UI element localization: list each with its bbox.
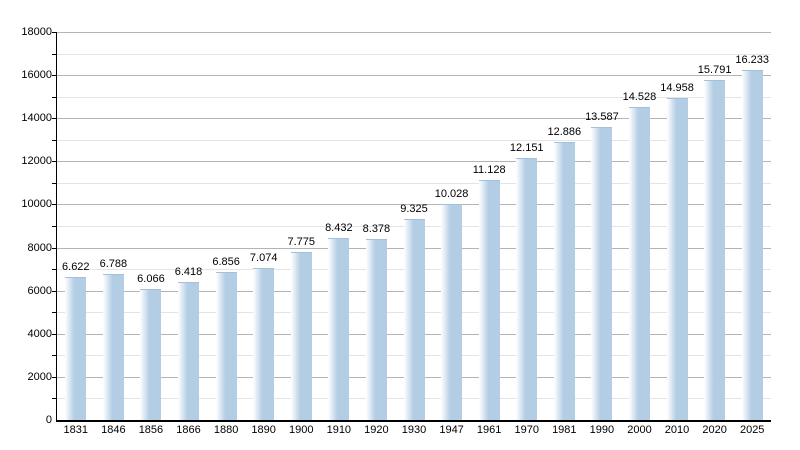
bar-value-label: 8.378 [362, 223, 391, 236]
x-axis-label: 1900 [289, 424, 314, 436]
bar-value-label: 7.074 [249, 251, 278, 264]
y-axis-tick [52, 247, 57, 249]
x-axis-label: 2010 [664, 424, 690, 436]
x-axis-label: 1846 [101, 424, 126, 436]
bar-value-label: 6.856 [212, 256, 240, 269]
y-gridline-minor [57, 139, 771, 141]
y-axis-tick [52, 312, 57, 314]
x-axis-line [55, 420, 771, 422]
y-axis-tick [52, 204, 57, 206]
y-axis-tick [52, 398, 57, 400]
bar [178, 281, 200, 421]
bar-value-label: 13.587 [585, 111, 619, 124]
x-axis-label: 2020 [702, 424, 727, 436]
bar [365, 239, 387, 421]
bar-value-label: 16.233 [735, 54, 770, 67]
y-gridline-major [57, 32, 771, 33]
y-axis-label: 4000 [27, 327, 52, 340]
y-gridline-minor [57, 96, 771, 98]
y-gridline-major [57, 118, 771, 120]
y-axis-tick [52, 32, 57, 33]
x-axis-label: 1866 [176, 424, 201, 436]
bar-value-label: 9.325 [400, 202, 428, 215]
bar [290, 252, 312, 421]
bar-value-label: 15.791 [697, 63, 732, 76]
bar [441, 203, 463, 421]
x-axis-label: 1981 [552, 424, 577, 436]
bar [741, 70, 763, 421]
bar [478, 180, 500, 421]
y-axis-label: 0 [45, 414, 52, 426]
y-axis-label: 2000 [27, 370, 52, 383]
x-axis-label: 1970 [514, 424, 539, 436]
x-axis-label: 1880 [213, 424, 239, 436]
x-axis-label: 2000 [627, 424, 652, 436]
x-axis-label: 1947 [439, 424, 464, 436]
y-axis-tick [52, 139, 57, 141]
y-axis-tick [52, 355, 57, 357]
y-axis-label: 16000 [21, 69, 52, 82]
y-axis-tick [52, 269, 57, 271]
y-axis-tick [52, 53, 57, 55]
y-axis-tick [52, 226, 57, 227]
y-axis-tick [52, 96, 57, 98]
y-axis-tick [52, 376, 57, 378]
y-gridline-minor [57, 53, 771, 55]
bar [553, 142, 575, 421]
bar-value-label: 7.775 [287, 236, 316, 249]
x-axis-label: 1990 [589, 424, 615, 436]
bar [516, 158, 538, 421]
x-axis-label: 1961 [476, 424, 502, 436]
bar [403, 218, 425, 421]
bar-value-label: 6.066 [137, 273, 165, 286]
x-axis-label: 1856 [138, 424, 164, 436]
bar [666, 97, 688, 421]
x-axis-label: 1831 [63, 424, 89, 436]
bar-value-label: 14.958 [660, 81, 694, 94]
bar [140, 289, 162, 421]
x-axis-label: 1920 [364, 424, 389, 436]
y-gridline-major [57, 75, 771, 77]
x-axis-label: 1890 [251, 424, 276, 436]
bar [253, 267, 275, 421]
bar-value-label: 11.128 [472, 164, 506, 177]
y-axis-label: 8000 [27, 241, 52, 254]
x-axis-label: 1910 [326, 424, 352, 436]
y-axis-line [55, 32, 57, 422]
bar-value-label: 10.028 [434, 187, 469, 200]
bar [102, 273, 124, 421]
y-gridline-major [57, 204, 771, 206]
y-axis-tick [52, 290, 57, 292]
y-axis-tick [52, 161, 57, 163]
x-axis-label: 2025 [739, 424, 765, 436]
bar-value-label: 6.418 [174, 265, 203, 278]
y-axis-label: 14000 [21, 112, 52, 125]
bar [591, 127, 613, 421]
bar [215, 272, 237, 421]
bar [704, 79, 726, 421]
y-axis-label: 12000 [21, 155, 52, 168]
y-axis-tick [52, 75, 57, 77]
bar [328, 238, 350, 421]
bar-value-label: 6.788 [99, 257, 128, 270]
bar [65, 277, 87, 421]
y-axis-tick [52, 118, 57, 120]
bar [628, 106, 650, 421]
y-gridline-minor [57, 182, 771, 184]
bar-value-label: 14.528 [622, 90, 657, 103]
y-axis-label: 18000 [21, 26, 52, 38]
bar-value-label: 12.151 [509, 142, 544, 155]
bar-value-label: 12.886 [547, 126, 582, 139]
bar-value-label: 6.622 [62, 261, 90, 274]
y-gridline-major [57, 161, 771, 163]
y-axis-tick [52, 182, 57, 184]
y-axis-tick [52, 333, 57, 335]
x-axis-label: 1930 [401, 424, 427, 436]
y-axis-label: 10000 [21, 198, 52, 211]
y-axis-label: 6000 [27, 284, 52, 297]
bar-value-label: 8.432 [325, 222, 353, 235]
